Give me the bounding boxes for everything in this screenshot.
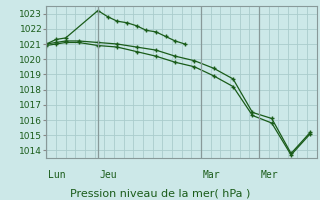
Text: Lun: Lun — [48, 170, 66, 180]
Text: Mar: Mar — [203, 170, 220, 180]
Text: Jeu: Jeu — [100, 170, 117, 180]
Text: Mer: Mer — [260, 170, 278, 180]
Text: Pression niveau de la mer( hPa ): Pression niveau de la mer( hPa ) — [70, 188, 250, 198]
